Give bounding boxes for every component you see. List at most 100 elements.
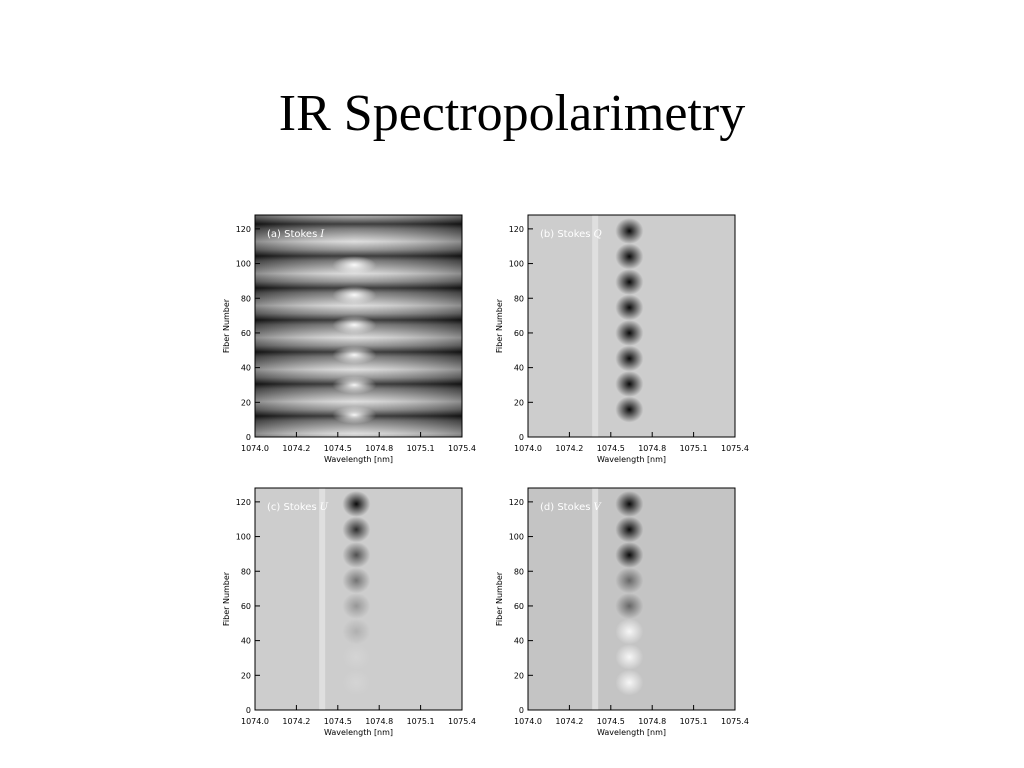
image-streak [592, 215, 599, 437]
panel-label-stokes: V [594, 502, 603, 513]
x-tick-label: 1074.0 [241, 717, 269, 726]
y-tick-label: 120 [509, 498, 524, 507]
x-tick-label: 1074.0 [514, 444, 542, 453]
dark-blob [342, 567, 371, 594]
panel-label: (d) Stokes V [540, 502, 603, 513]
bright-blob [615, 618, 644, 645]
y-tick-label: 20 [514, 671, 524, 680]
y-axis-label: Fiber Number [495, 298, 504, 353]
x-tick-label: 1074.2 [555, 717, 583, 726]
x-tick-label: 1074.8 [638, 717, 666, 726]
panel-label-text: (d) Stokes [540, 502, 591, 513]
dark-blob [342, 618, 371, 645]
panel-label-stokes: I [319, 229, 325, 240]
dark-blob [615, 542, 644, 568]
spectrum-image [255, 215, 462, 454]
bright-blob [615, 644, 644, 670]
dark-blob [342, 516, 371, 543]
dark-blob [342, 491, 371, 517]
y-tick-label: 40 [514, 364, 524, 373]
panel-label-text: (a) Stokes [267, 229, 317, 240]
spectrum-image [528, 215, 735, 437]
bright-blob [332, 256, 377, 274]
dark-blob [615, 371, 644, 397]
bright-blob [332, 436, 377, 454]
y-tick-label: 60 [241, 602, 251, 611]
dark-blob [615, 294, 644, 321]
spectrum-panel: (c) Stokes U 1074.0 1074.2 1074.5 1074.8 1075.… [222, 487, 476, 737]
panel-label: (c) Stokes U [267, 502, 329, 513]
x-axis-label: Wavelength [nm] [597, 455, 666, 464]
x-axis-label: Wavelength [nm] [324, 455, 393, 464]
bright-blob [332, 316, 377, 334]
plot-frame [527, 214, 736, 438]
x-tick-label: 1074.2 [555, 444, 583, 453]
x-tick-label: 1075.4 [448, 444, 476, 453]
x-tick-label: 1074.2 [282, 717, 310, 726]
y-tick-label: 40 [241, 364, 251, 373]
x-tick-label: 1075.1 [680, 444, 708, 453]
y-tick-label: 60 [514, 329, 524, 338]
y-tick-label: 120 [236, 225, 251, 234]
y-tick-label: 60 [514, 602, 524, 611]
dark-blob [615, 593, 644, 619]
y-tick-label: 0 [519, 433, 524, 442]
spectrum-panel: (a) Stokes I 1074.0 1074.2 1074.5 1074.8 1075.… [222, 214, 476, 464]
x-tick-label: 1074.5 [597, 717, 625, 726]
y-tick-label: 20 [514, 398, 524, 407]
x-tick-label: 1074.8 [365, 717, 393, 726]
x-tick-label: 1074.5 [324, 444, 352, 453]
plot-frame [254, 214, 463, 438]
dark-blob [615, 320, 644, 346]
plot-frame [527, 487, 736, 711]
spectrum-panel: (d) Stokes V 1074.0 1074.2 1074.5 1074.8 1075.… [495, 487, 749, 737]
panel-label-text: (c) Stokes [267, 502, 317, 513]
dark-blob [342, 593, 371, 619]
y-tick-label: 40 [514, 637, 524, 646]
y-tick-label: 60 [241, 329, 251, 338]
y-tick-label: 80 [241, 567, 251, 576]
dark-blob [615, 218, 644, 244]
y-axis-label: Fiber Number [495, 571, 504, 626]
y-tick-label: 0 [246, 706, 251, 715]
bright-blob [342, 644, 371, 670]
x-tick-label: 1074.0 [241, 444, 269, 453]
y-tick-label: 120 [236, 498, 251, 507]
panel-label-stokes: Q [594, 229, 602, 240]
dark-blob [615, 491, 644, 517]
spectrum-image [255, 488, 462, 710]
x-tick-label: 1074.8 [638, 444, 666, 453]
panel-label: (b) Stokes Q [540, 229, 602, 240]
x-tick-label: 1075.4 [721, 444, 749, 453]
y-tick-label: 100 [236, 260, 251, 269]
panel-label-stokes: U [320, 502, 329, 513]
dark-blob [615, 516, 644, 543]
image-streak [319, 488, 326, 710]
y-tick-label: 80 [241, 294, 251, 303]
bright-blob [332, 286, 377, 304]
dark-blob [615, 345, 644, 372]
plot-frame [254, 487, 463, 711]
image-streak [592, 488, 599, 710]
x-tick-label: 1074.8 [365, 444, 393, 453]
x-tick-label: 1074.2 [282, 444, 310, 453]
dark-blob [615, 396, 644, 423]
y-tick-label: 20 [241, 398, 251, 407]
x-axis-label: Wavelength [nm] [597, 728, 666, 737]
x-tick-label: 1075.1 [680, 717, 708, 726]
dark-blob [615, 269, 644, 295]
y-tick-label: 80 [514, 567, 524, 576]
x-tick-label: 1075.4 [721, 717, 749, 726]
x-tick-label: 1074.0 [514, 717, 542, 726]
y-tick-label: 100 [509, 533, 524, 542]
x-tick-label: 1075.1 [407, 444, 435, 453]
x-tick-label: 1074.5 [597, 444, 625, 453]
y-tick-label: 0 [246, 433, 251, 442]
x-tick-label: 1075.1 [407, 717, 435, 726]
bright-blob [332, 376, 377, 394]
y-tick-label: 80 [514, 294, 524, 303]
dark-blob [615, 567, 644, 594]
y-tick-label: 100 [236, 533, 251, 542]
bright-blob [615, 669, 644, 696]
x-axis-label: Wavelength [nm] [324, 728, 393, 737]
